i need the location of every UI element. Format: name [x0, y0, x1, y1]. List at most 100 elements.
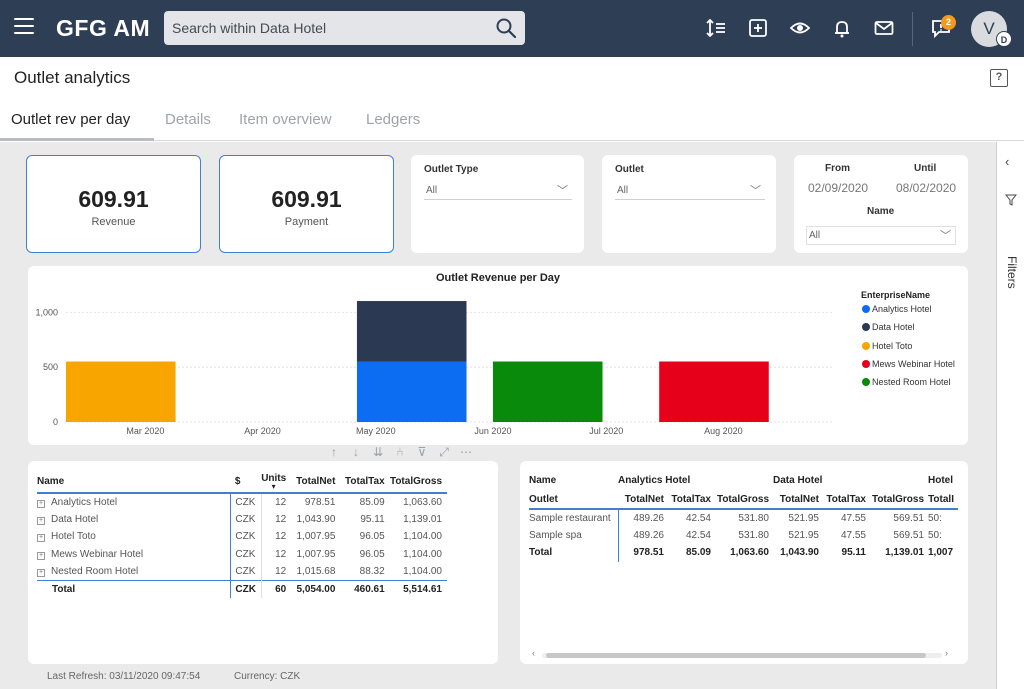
scroll-thumb[interactable]: [546, 653, 926, 658]
matrix-subheader-cell[interactable]: TotalI: [928, 490, 958, 510]
filters-pane[interactable]: ‹ Filters: [996, 142, 1024, 689]
drill-up-icon[interactable]: ↑: [331, 445, 337, 459]
menu-icon[interactable]: [14, 18, 34, 38]
row-name-cell: + Analytics Hotel: [37, 493, 232, 511]
tab-details[interactable]: Details: [165, 111, 211, 128]
col-header-currency[interactable]: $: [230, 471, 262, 494]
tab-item-overview[interactable]: Item overview: [239, 111, 332, 128]
matrix-row[interactable]: Sample spa 489.26 42.54 531.80 521.95 47.55 56…: [529, 526, 958, 544]
scroll-left-icon[interactable]: ‹: [532, 648, 535, 658]
bar-mews-webinar-hotel[interactable]: [659, 361, 769, 422]
table-row[interactable]: + Nested Room Hotel CZK 12 1,015.68 88.32 1,10…: [37, 563, 447, 581]
row-name: Nested Room Hotel: [51, 566, 139, 577]
drill-down-icon[interactable]: ↓: [353, 445, 359, 459]
matrix-total-row[interactable]: Total 978.51 85.09 1,063.60 1,043.90 95.11 1,1…: [529, 544, 958, 562]
matrix-header-name[interactable]: Name: [529, 475, 557, 486]
row-name-cell: + Mews Webinar Hotel: [37, 545, 232, 563]
expand-icon[interactable]: +: [37, 499, 45, 508]
matrix-subheader-cell[interactable]: TotalTax: [668, 490, 715, 510]
matrix-subheader-cell[interactable]: TotalTax: [823, 490, 870, 510]
tab-ledgers[interactable]: Ledgers: [366, 111, 421, 128]
hierarchy-icon[interactable]: ⑃: [396, 445, 404, 459]
value-cell: 1,015.68: [296, 566, 336, 577]
search-icon[interactable]: [495, 17, 517, 39]
value-cell: 460.61: [340, 580, 390, 598]
expand-all-icon[interactable]: ⇊: [372, 445, 384, 459]
more-options-icon[interactable]: ⋯: [460, 445, 472, 459]
from-date-input[interactable]: 02/09/2020: [808, 181, 869, 195]
chevron-left-icon[interactable]: ‹: [1005, 154, 1010, 169]
name-dropdown[interactable]: All ﹀: [806, 226, 956, 245]
legend-item-mews-webinar-hotel[interactable]: Mews Webinar Hotel: [862, 359, 955, 369]
expand-icon[interactable]: +: [37, 516, 45, 525]
outlet-label: Outlet: [615, 164, 644, 175]
row-name-cell: + Hotel Toto: [37, 528, 232, 546]
currency-cell: CZK: [230, 545, 262, 563]
name-value: All: [809, 230, 821, 241]
col-header-units[interactable]: Units ▾: [261, 471, 292, 494]
filter-icon[interactable]: ⊽: [417, 445, 427, 459]
legend-label: Mews Webinar Hotel: [872, 358, 955, 369]
value-cell: 569.51: [893, 529, 924, 541]
legend-label: Data Hotel: [872, 322, 915, 333]
from-label: From: [825, 163, 850, 174]
table-row[interactable]: + Mews Webinar Hotel CZK 12 1,007.95 96.05 1,1…: [37, 545, 447, 563]
bar-analytics-hotel[interactable]: [356, 361, 467, 422]
until-date-input[interactable]: 08/02/2020: [896, 181, 957, 195]
expand-icon[interactable]: +: [37, 551, 45, 560]
matrix-header-analytics-hotel[interactable]: Analytics Hotel: [618, 475, 691, 486]
help-icon[interactable]: ?: [990, 69, 1008, 87]
expand-icon[interactable]: +: [37, 534, 45, 543]
outlet-type-dropdown[interactable]: All ﹀: [424, 182, 572, 200]
payment-card[interactable]: 609.91 Payment: [219, 155, 394, 253]
table-total-row[interactable]: Total CZK 60 5,054.00 460.61 5,514.61: [37, 580, 447, 598]
mail-icon[interactable]: [873, 17, 895, 39]
tab-outlet-rev-per-day[interactable]: Outlet rev per day: [11, 111, 131, 128]
chart-plot: 0 500 1,000 Mar 2020 Apr 2020 May 2020 Jun 202…: [35, 301, 833, 436]
matrix-subheader-cell[interactable]: Outlet: [529, 490, 618, 510]
value-cell: 96.05: [359, 531, 385, 543]
add-icon[interactable]: [747, 17, 769, 39]
matrix-row[interactable]: Sample restaurant 489.26 42.54 531.80 521.95…: [529, 509, 958, 527]
chart-title: Outlet Revenue per Day: [435, 272, 561, 284]
matrix-subheader-cell[interactable]: TotalNet: [773, 490, 823, 510]
sort-icon[interactable]: [705, 17, 727, 39]
row-name: Total: [52, 584, 76, 595]
payment-value: 609.91: [271, 186, 342, 212]
outlet-dropdown[interactable]: All ﹀: [615, 182, 765, 200]
legend-item-hotel-toto[interactable]: Hotel Toto: [862, 341, 912, 351]
page-title: Outlet analytics: [14, 68, 131, 87]
table-row[interactable]: + Data Hotel CZK 12 1,043.90 95.11 1,139.01: [37, 510, 447, 528]
eye-icon[interactable]: [789, 17, 811, 39]
matrix-header-hotel[interactable]: Hotel: [928, 475, 953, 486]
col-header-totalgross[interactable]: TotalGross: [389, 471, 447, 494]
col-header-totaltax[interactable]: TotalTax: [340, 471, 390, 494]
matrix-subheader-cell[interactable]: TotalGross: [715, 490, 773, 510]
value-cell: 531.80: [738, 529, 769, 541]
table-row[interactable]: + Analytics Hotel CZK 12 978.51 85.09 1,063.60: [37, 493, 447, 511]
col-header-name[interactable]: Name: [37, 471, 231, 494]
search-input[interactable]: [164, 11, 484, 45]
col-header-totalnet[interactable]: TotalNet: [291, 471, 341, 494]
scroll-right-icon[interactable]: ›: [945, 648, 948, 658]
table-row[interactable]: + Hotel Toto CZK 12 1,007.95 96.05 1,104.00: [37, 528, 447, 546]
matrix-subheader-cell[interactable]: TotalGross: [870, 490, 928, 510]
matrix-subheader-cell[interactable]: TotalNet: [618, 490, 668, 510]
legend-item-nested-room-hotel[interactable]: Nested Room Hotel: [862, 377, 951, 387]
revenue-card[interactable]: 609.91 Revenue: [26, 155, 201, 253]
outlet-matrix-card: Name Analytics Hotel Data Hotel Hotel Ou…: [520, 461, 968, 664]
enterprise-matrix: Name $ Units ▾ TotalNet TotalTax TotalGro…: [37, 471, 447, 598]
value-cell: 489.26: [633, 529, 664, 541]
legend-item-data-hotel[interactable]: Data Hotel: [862, 322, 915, 332]
bar-hotel-toto[interactable]: [66, 361, 176, 422]
chevron-down-icon: ﹀: [750, 185, 761, 197]
focus-mode-icon[interactable]: ⤢: [439, 445, 449, 459]
bar-data-hotel[interactable]: [356, 301, 467, 362]
horizontal-scrollbar[interactable]: ‹ ›: [532, 648, 952, 659]
bell-icon[interactable]: [831, 17, 853, 39]
brand-logo[interactable]: GFG AM: [56, 15, 151, 41]
matrix-header-data-hotel[interactable]: Data Hotel: [773, 475, 823, 486]
bar-nested-room-hotel[interactable]: [492, 361, 603, 422]
expand-icon[interactable]: +: [37, 569, 45, 577]
legend-item-analytics-hotel[interactable]: Analytics Hotel: [862, 304, 932, 314]
